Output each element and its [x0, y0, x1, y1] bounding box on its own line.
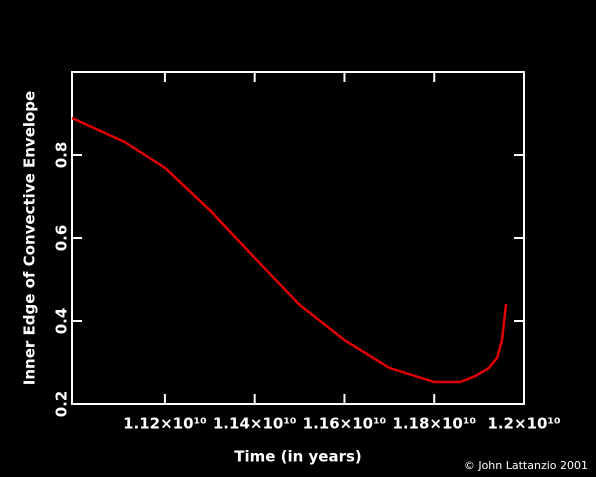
x-tick-label: 1.16×10¹⁰ — [303, 415, 387, 433]
y-tick-label: 0.6 — [53, 225, 71, 252]
data-line — [71, 116, 508, 384]
credit: © John Lattanzio 2001 — [464, 459, 588, 472]
y-tick-label: 0.4 — [53, 308, 71, 335]
x-axis-label: Time (in years) — [234, 448, 362, 466]
x-tick-label: 1.14×10¹⁰ — [213, 415, 297, 433]
x-tick-label: 1.18×10¹⁰ — [392, 415, 476, 433]
y-axis-label: Inner Edge of Convective Envelope — [21, 91, 39, 385]
x-tick-label: 1.2×10¹⁰ — [487, 415, 560, 433]
y-tick-label: 0.2 — [53, 391, 71, 418]
x-tick-label: 1.12×10¹⁰ — [123, 415, 207, 433]
y-tick-label: 0.8 — [53, 142, 71, 169]
